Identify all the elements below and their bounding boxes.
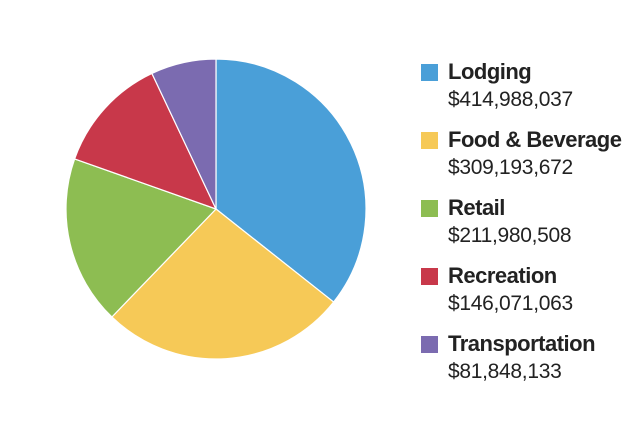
pie-slice-retail <box>65 158 217 318</box>
pie-slices <box>65 58 367 360</box>
legend-swatch-food-beverage <box>421 132 438 149</box>
pie-slice-transportation <box>151 58 217 210</box>
legend-value-transportation: $81,848,133 <box>448 360 562 383</box>
legend-value-recreation: $146,071,063 <box>448 292 573 315</box>
legend-label-transportation: Transportation <box>448 331 596 356</box>
legend-item-retail: Retail $211,980,508 <box>421 194 636 262</box>
legend-value-food-beverage: $309,193,672 <box>448 156 573 179</box>
legend-swatch-lodging <box>421 64 438 81</box>
legend-swatch-retail <box>421 200 438 217</box>
legend-item-food-beverage: Food & Beverage $309,193,672 <box>421 126 636 194</box>
legend-item-transportation: Transportation $81,848,133 <box>421 330 636 398</box>
legend-swatch-recreation <box>421 268 438 285</box>
legend-value-retail: $211,980,508 <box>448 224 572 247</box>
pie-slice-lodging <box>215 58 367 303</box>
pie-slice-food-beverage <box>111 208 335 360</box>
legend-label-lodging: Lodging <box>448 59 532 84</box>
pie-slice-recreation <box>74 72 217 210</box>
legend-label-recreation: Recreation <box>448 263 557 288</box>
legend-item-lodging: Lodging $414,988,037 <box>421 58 636 126</box>
legend-label-retail: Retail <box>448 195 505 220</box>
legend-value-lodging: $414,988,037 <box>448 88 573 111</box>
legend-swatch-transportation <box>421 336 438 353</box>
legend-label-food-beverage: Food & Beverage <box>448 127 622 152</box>
legend-item-recreation: Recreation $146,071,063 <box>421 262 636 330</box>
legend: Lodging $414,988,037 Food & Beverage $30… <box>421 58 636 398</box>
